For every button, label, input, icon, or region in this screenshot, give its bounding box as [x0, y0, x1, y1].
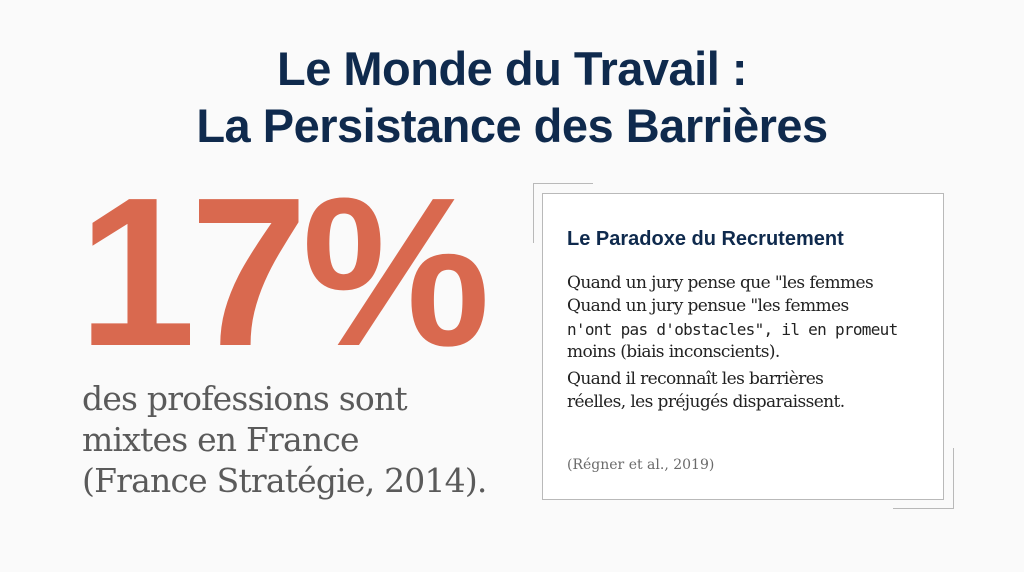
slide-title-line-1: Le Monde du Travail :: [276, 42, 748, 95]
card-body-line: Quand il reconnaît les barrières: [567, 369, 824, 389]
corner-accent-bottom-right: [893, 508, 953, 509]
stat-caption-line-1: des professions sont: [82, 379, 408, 418]
card-body: Quand un jury pense que "les femmes Quan…: [567, 272, 937, 414]
stat-caption-line-3: (France Stratégie, 2014).: [82, 461, 487, 500]
card-body-line: moins (biais inconscients).: [567, 342, 780, 362]
card-body-line: n'ont pas d'obstacles", il en promeut: [567, 320, 898, 339]
slide-title: Le Monde du Travail : La Persistance des…: [0, 40, 1024, 154]
stat-value: 17%: [78, 153, 490, 390]
card-body-line: Quand un jury pense que "les femmes: [567, 273, 874, 293]
stat-caption: des professions sont mixtes en France (F…: [82, 378, 512, 501]
card-citation: (Régner et al., 2019): [567, 457, 715, 473]
stat-caption-line-2: mixtes en France: [82, 420, 360, 459]
card-title: Le Paradoxe du Recrutement: [567, 228, 844, 250]
card-body-line: réelles, les préjugés disparaissent.: [567, 392, 845, 412]
corner-accent-top-left-vertical: [533, 183, 534, 243]
paradox-card: Le Paradoxe du Recrutement Quand un jury…: [542, 193, 944, 500]
card-body-line: Quand un jury pensue "les femmes: [567, 296, 849, 316]
corner-accent-bottom-right-vertical: [953, 448, 954, 509]
corner-accent-top-left: [533, 183, 593, 184]
slide-title-line-2: La Persistance des Barrières: [196, 99, 828, 152]
